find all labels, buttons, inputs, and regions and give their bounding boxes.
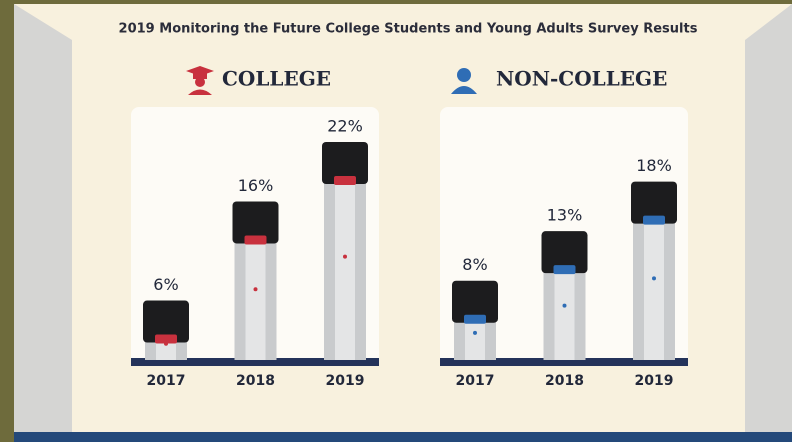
value-label: 18%: [636, 156, 672, 175]
page-title: 2019 Monitoring the Future College Stude…: [119, 22, 698, 37]
pen-cap: [631, 181, 677, 224]
x-tick-label: 2019: [326, 373, 365, 389]
pen-highlight: [245, 237, 266, 360]
value-label: 13%: [547, 206, 583, 225]
pen-dot: [562, 303, 567, 308]
value-label: 16%: [238, 176, 274, 195]
value-label: 22%: [327, 117, 363, 136]
pen-cap: [452, 280, 498, 323]
value-label: 6%: [153, 275, 178, 294]
pen-dot: [473, 330, 477, 335]
x-tick-label: 2018: [545, 373, 584, 389]
right-wall: [745, 4, 792, 442]
pen-band: [244, 235, 267, 245]
pen-band: [155, 334, 177, 344]
pen-highlight: [465, 316, 485, 360]
pen-cap: [232, 201, 279, 244]
pen-dot: [253, 287, 258, 292]
pen-highlight: [554, 267, 575, 360]
x-tick-label: 2019: [635, 373, 674, 389]
pen-dot: [652, 276, 656, 281]
pen-dot: [164, 341, 168, 346]
pen-band: [464, 314, 486, 324]
value-label: 8%: [462, 255, 487, 274]
pen-highlight: [335, 178, 355, 360]
x-tick-label: 2017: [147, 373, 186, 389]
pen-cap: [143, 300, 189, 343]
pen-cap: [541, 231, 588, 274]
x-tick-label: 2017: [456, 373, 495, 389]
panel-title: COLLEGE: [222, 67, 331, 91]
pen-highlight: [644, 217, 664, 360]
pen-band: [553, 265, 576, 275]
pen-dot: [343, 254, 347, 259]
x-tick-label: 2018: [236, 373, 275, 389]
left-wall: [14, 4, 72, 442]
pen-band: [643, 215, 665, 225]
baseline: [131, 358, 379, 366]
pen-cap: [322, 142, 368, 184]
baseline: [440, 358, 688, 366]
pen-band: [334, 176, 356, 185]
grad-icon: [186, 66, 214, 95]
footer-bar: [14, 432, 792, 442]
panel-title: NON-COLLEGE: [496, 67, 667, 91]
person-icon: [451, 68, 477, 94]
